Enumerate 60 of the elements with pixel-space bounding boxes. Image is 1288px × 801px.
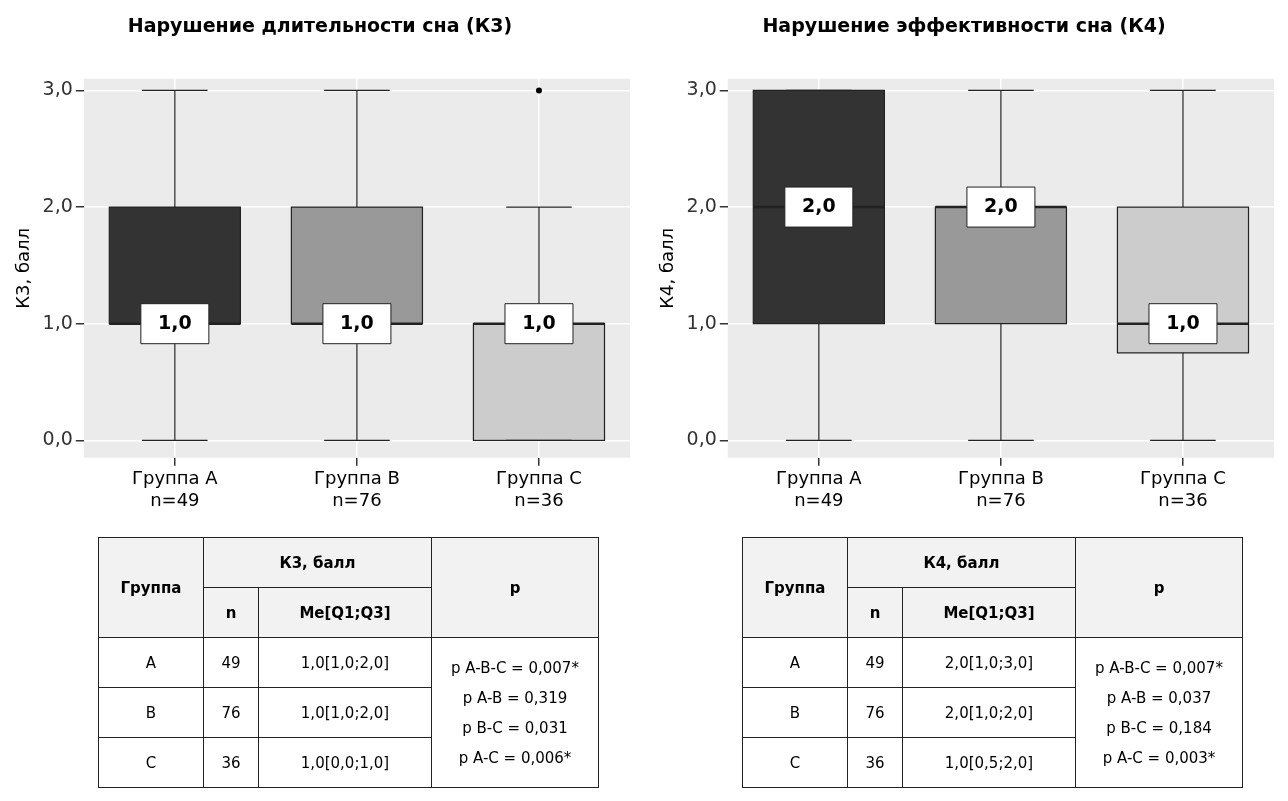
chart-title: Нарушение длительности сна (К3) xyxy=(127,14,513,37)
text: B xyxy=(98,687,204,738)
text: Me[Q1;Q3] xyxy=(902,587,1076,638)
text: 1,0[1,0;2,0] xyxy=(258,637,432,688)
text: К4, балл xyxy=(847,537,1076,588)
x-tick-label: Группа B n=76 xyxy=(314,467,400,510)
text: 1,0 xyxy=(1166,310,1200,333)
y-tick-label: 0,0 xyxy=(686,427,717,450)
text: 49 xyxy=(203,637,259,688)
text: 1,0[0,0;1,0] xyxy=(258,737,432,788)
x-tick-label: Группа A n=49 xyxy=(776,467,863,510)
text: 2,0 xyxy=(984,194,1018,217)
text: 1,0 xyxy=(340,310,374,333)
y-tick-label: 0,0 xyxy=(42,427,73,450)
text: Группа xyxy=(742,537,848,638)
y-axis-title: К3, балл xyxy=(12,227,34,309)
x-tick-label: Группа A n=49 xyxy=(132,467,219,510)
text: C xyxy=(98,737,204,788)
x-tick-label: Группа C n=36 xyxy=(1140,467,1226,510)
y-tick-label: 1,0 xyxy=(42,310,73,333)
text: 49 xyxy=(847,637,903,688)
text: p A-B-C = 0,007* xyxy=(1095,658,1223,677)
text: 36 xyxy=(203,737,259,788)
text: A xyxy=(742,637,848,688)
y-tick-label: 1,0 xyxy=(686,310,717,333)
text: 1,0 xyxy=(522,310,556,333)
chart-title: Нарушение эффективности сна (К4) xyxy=(762,14,1166,37)
text: A xyxy=(98,637,204,688)
text: 2,0[1,0;3,0] xyxy=(902,637,1076,688)
text: Me[Q1;Q3] xyxy=(258,587,432,638)
text: p xyxy=(431,537,599,638)
text: 1,0[1,0;2,0] xyxy=(258,687,432,738)
text: p A-B = 0,319 xyxy=(462,688,568,707)
text: p A-C = 0,006* xyxy=(458,748,572,767)
text: К3, балл xyxy=(203,537,432,588)
text: B xyxy=(742,687,848,738)
text: 2,0[1,0;2,0] xyxy=(902,687,1076,738)
x-tick-label: Группа B n=76 xyxy=(958,467,1044,510)
text: n xyxy=(203,587,259,638)
x-tick-label: Группа C n=36 xyxy=(496,467,582,510)
y-tick-label: 2,0 xyxy=(686,194,717,217)
text: p B-C = 0,184 xyxy=(1106,718,1212,737)
y-tick-label: 3,0 xyxy=(686,77,717,100)
text: 1,0[0,5;2,0] xyxy=(902,737,1076,788)
y-axis-title: К4, балл xyxy=(656,227,678,309)
text: Группа xyxy=(98,537,204,638)
text: p A-C = 0,003* xyxy=(1102,748,1216,767)
y-tick-label: 2,0 xyxy=(42,194,73,217)
text: 76 xyxy=(847,687,903,738)
text: 36 xyxy=(847,737,903,788)
text: p xyxy=(1075,537,1243,638)
y-tick-label: 3,0 xyxy=(42,77,73,100)
text: 1,0 xyxy=(158,310,192,333)
text: p A-B-C = 0,007* xyxy=(451,658,579,677)
text: 76 xyxy=(203,687,259,738)
text: C xyxy=(742,737,848,788)
text: p B-C = 0,031 xyxy=(462,718,568,737)
text: p A-B = 0,037 xyxy=(1106,688,1212,707)
text: n xyxy=(847,587,903,638)
text: 2,0 xyxy=(802,194,836,217)
